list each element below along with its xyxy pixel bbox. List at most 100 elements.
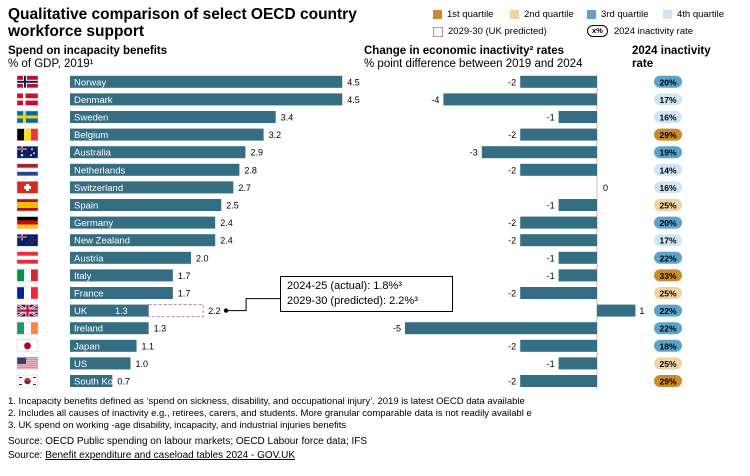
inactivity-change-value-uk: 1 [639,306,644,316]
right-panel-title: 2024 inactivity rate [632,45,711,70]
inactivity-change-value-germany: -2 [508,218,516,228]
spend-value-austria: 2.0 [196,253,209,263]
spend-value-us: 1.0 [136,359,149,369]
inactivity-change-value-ireland: -5 [393,324,401,334]
country-label-italy: Italy [74,271,92,282]
spend-bar-germany [70,216,216,229]
inactivity-change-bar-spain [558,199,597,211]
country-label-germany: Germany [74,218,113,229]
inactivity-rate-pill-sweden [654,111,682,123]
spend-bar-sweden [70,111,276,123]
inactivity-change-value-italy: -1 [547,271,555,281]
spend-value-belgium: 3.2 [269,130,282,140]
legend-q2-label: 2nd quartile [524,9,574,20]
spend-bar-norway [70,75,343,88]
inactivity-rate-value-france: 25% [659,289,676,299]
inactivity-rate-value-sweden: 16% [659,113,676,123]
source-2-link[interactable]: Benefit expenditure and caseload tables … [45,450,296,461]
spend-bar-uk [70,304,149,317]
inactivity-rate-value-italy: 33% [659,271,676,281]
spend-bar-australia [70,146,246,159]
spend-bar-japan [70,339,137,352]
inactivity-rate-pill-austria [654,251,682,264]
flag-uk-icon [16,303,39,318]
inactivity-rate-pill-japan [654,339,682,352]
legend-q3-label: 3rd quartile [601,9,649,20]
legend-predicted-swatch [433,26,443,37]
country-label-south-korea: South Korea [74,377,128,388]
flag-austria-icon [16,251,39,265]
country-label-spain: Spain [74,201,98,212]
chart-svg: Norway 4.5 -2 20% Denmark 4.5 -4 17% Sweden 3.4 -1… [16,73,682,390]
legend-q4: 4th quartile [663,9,724,20]
inactivity-change-value-south-korea: -2 [508,377,516,387]
spend-value-germany: 2.4 [220,218,233,228]
inactivity-change-bar-new-zealand [520,234,597,247]
country-label-france: France [74,289,104,300]
source-1: Source: OECD Public spending on labour m… [8,436,368,447]
spend-value-ireland: 1.3 [154,324,167,334]
inactivity-change-bar-netherlands [520,163,597,176]
inactivity-change-bar-uk [597,304,636,317]
inactivity-change-bar-ireland [405,322,597,335]
legend-q4-label: 4th quartile [677,9,725,20]
country-label-austria: Austria [74,253,104,264]
country-label-new-zealand: New Zealand [74,236,130,247]
legend-q1: 1st quartile [433,9,493,20]
inactivity-rate-value-japan: 18% [659,341,676,351]
country-label-japan: Japan [74,341,100,352]
spend-bar-uk-predicted [148,304,204,318]
spend-bar-switzerland [70,181,234,194]
inactivity-change-value-sweden: -1 [547,113,555,123]
inactivity-rate-value-austria: 22% [659,253,676,263]
country-label-norway: Norway [74,77,106,88]
inactivity-change-value-denmark: -4 [431,95,439,105]
inactivity-rate-pill-south-korea [654,375,682,387]
inactivity-rate-value-denmark: 17% [659,95,676,105]
country-label-netherlands: Netherlands [74,165,125,176]
uk-callout: 2024-25 (actual): 1.8%³ 2029-30 (predict… [280,276,453,312]
source-2-prefix: Source: [8,450,46,461]
spend-value-uk: 1.3 [115,306,128,316]
flag-australia-icon [16,145,39,159]
inactivity-rate-value-australia: 19% [659,148,676,158]
spend-bar-france [70,287,173,299]
legend-q2-swatch [510,10,519,19]
inactivity-change-value-new-zealand: -2 [508,236,516,246]
uk-callout-predicted: 2029-30 (predicted): 2.2%³ [287,295,418,307]
legend-q4-swatch [663,10,672,19]
legend-rate: x% 2024 inactivity rate [587,25,693,37]
mid-panel-title: Change in economic inactivity² rates [364,45,565,57]
legend-q1-swatch [433,10,442,19]
inactivity-rate-value-uk: 22% [659,306,676,316]
spend-bar-italy [70,269,173,282]
inactivity-rate-pill-uk [654,304,682,317]
mid-panel-subtitle: % point difference between 2019 and 2024 [364,58,583,70]
inactivity-rate-pill-germany [654,216,682,229]
inactivity-change-value-us: -1 [547,359,555,369]
legend-q1-label: 1st quartile [447,9,494,20]
inactivity-change-bar-us [558,357,597,370]
inactivity-change-value-austria: -1 [547,253,555,263]
spend-value-norway: 4.5 [347,77,360,87]
spend-predicted-value-uk: 2.2 [208,306,221,316]
inactivity-rate-pill-denmark [654,93,682,106]
inactivity-rate-value-germany: 20% [659,218,676,228]
source-2: Source: Benefit expenditure and caseload… [8,450,295,463]
inactivity-rate-pill-new-zealand [654,234,682,247]
inactivity-rate-pill-australia [654,146,682,159]
left-panel-title: Spend on incapacity benefits [8,45,168,57]
inactivity-change-bar-germany [520,216,597,229]
country-label-ireland: Ireland [74,324,103,335]
spend-bar-spain [70,199,222,211]
legend-q3-swatch [587,10,596,19]
flag-sweden-icon [16,110,39,124]
spend-bar-austria [70,251,191,264]
inactivity-rate-value-norway: 20% [659,77,676,87]
inactivity-change-value-belgium: -2 [508,130,516,140]
inactivity-rate-pill-us [654,357,682,370]
footnote-3: 3. UK spend on working -age disability, … [8,420,347,431]
spend-bar-denmark [70,93,343,106]
spend-value-sweden: 3.4 [281,113,294,123]
inactivity-change-bar-south-korea [520,375,597,387]
